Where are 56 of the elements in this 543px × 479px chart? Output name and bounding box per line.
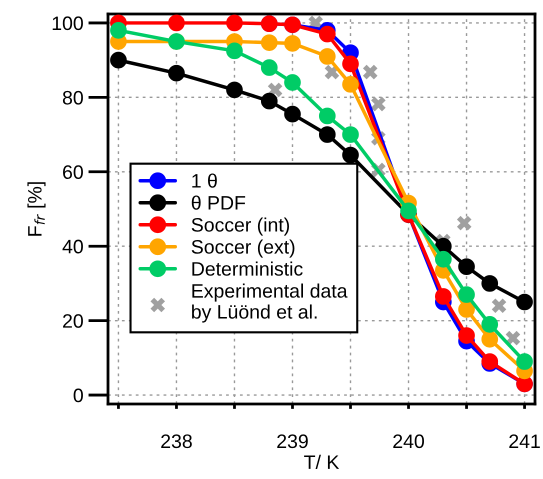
point xyxy=(516,294,533,310)
point xyxy=(260,92,278,110)
point xyxy=(110,22,127,39)
point xyxy=(456,216,472,230)
point xyxy=(371,96,386,112)
point xyxy=(284,74,301,91)
point xyxy=(516,353,533,370)
point xyxy=(260,34,278,51)
y-axis-title: F$_{fr}$ [%] xyxy=(27,182,46,236)
x-tick-label: 238 xyxy=(161,434,192,448)
x-tick-label: 241 xyxy=(509,434,540,448)
point xyxy=(284,106,301,122)
point xyxy=(458,286,475,303)
point xyxy=(481,275,498,292)
point xyxy=(342,146,359,164)
point xyxy=(458,258,475,276)
point xyxy=(226,82,243,98)
point xyxy=(435,288,452,305)
y-tick-label: 40 xyxy=(62,240,83,254)
point xyxy=(284,35,301,52)
point xyxy=(260,59,278,76)
point xyxy=(481,330,498,348)
legend-label: Experimental data by Lüönd et al. xyxy=(192,284,348,323)
point xyxy=(342,126,359,143)
point xyxy=(458,327,475,344)
point xyxy=(342,56,359,72)
point xyxy=(506,330,520,346)
point xyxy=(318,48,336,65)
y-tick-label: 60 xyxy=(63,165,83,180)
point xyxy=(226,14,243,32)
point xyxy=(458,301,475,318)
point xyxy=(342,76,359,93)
point xyxy=(400,202,417,220)
point xyxy=(362,64,378,80)
x-tick-label: 239 xyxy=(277,434,308,448)
point xyxy=(168,14,185,32)
legend-label: Deterministic xyxy=(192,261,303,276)
point xyxy=(435,250,452,268)
legend-label: Soccer (ext) xyxy=(192,239,294,258)
legend-label: Soccer (int) xyxy=(192,217,290,236)
x-tick-label: 240 xyxy=(393,434,424,448)
point xyxy=(226,42,243,60)
legend-label: θ PDF xyxy=(192,195,246,210)
point xyxy=(318,126,336,143)
y-tick-label: 0 xyxy=(74,388,83,402)
x-axis-title: T/ K xyxy=(304,454,340,470)
legend-label: 1 θ xyxy=(192,173,217,188)
point xyxy=(481,316,498,333)
y-tick-label: 20 xyxy=(63,314,83,328)
point xyxy=(318,26,336,42)
point xyxy=(492,298,506,314)
point xyxy=(168,64,185,82)
point xyxy=(318,108,336,124)
point xyxy=(110,52,127,68)
y-tick-label: 100 xyxy=(52,16,83,30)
y-tick-label: 80 xyxy=(62,90,83,105)
